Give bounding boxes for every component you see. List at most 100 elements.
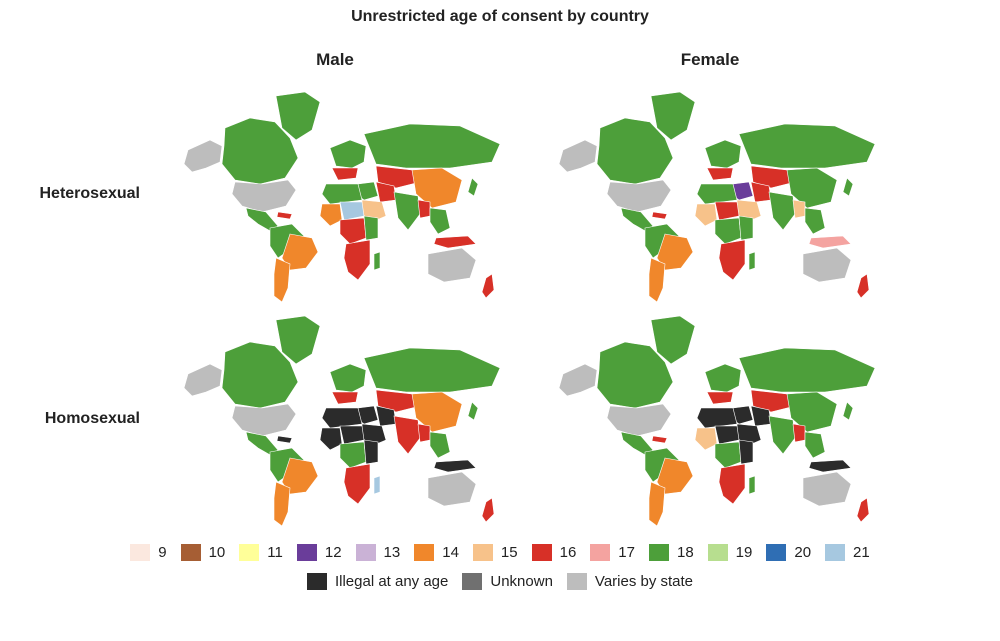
map-heterosexual-male [180, 88, 510, 308]
legend-swatch [296, 544, 317, 561]
region-usa [606, 179, 672, 213]
legend-item-14: 14 [414, 544, 459, 561]
region-brazil [656, 233, 694, 271]
region-europe-south [331, 167, 359, 181]
legend-item-16: 16 [531, 544, 577, 561]
map-heterosexual-female [555, 88, 885, 308]
region-east-africa [363, 439, 379, 465]
legend-item-unknown: Unknown [462, 573, 553, 590]
legend-label: 9 [158, 544, 167, 561]
legend-item-18: 18 [648, 544, 694, 561]
region-japan [467, 177, 479, 197]
region-south-asia [768, 415, 796, 455]
region-madagascar [373, 475, 381, 495]
legend-label: 16 [559, 544, 577, 561]
region-madagascar [748, 251, 756, 271]
region-caribbean [276, 435, 293, 444]
region-russia [738, 347, 876, 393]
legend-label: 18 [676, 544, 694, 561]
legend-swatch [355, 544, 376, 561]
region-australia [427, 247, 477, 283]
map-homosexual-male [180, 312, 510, 532]
region-southern-africa [343, 463, 371, 505]
region-central-africa [714, 441, 742, 469]
world-map-svg [183, 315, 501, 527]
region-south-asia [393, 191, 421, 231]
region-china [411, 391, 463, 433]
region-brazil [281, 233, 319, 271]
region-caribbean [651, 435, 668, 444]
legend-label: 11 [267, 544, 283, 561]
region-central-africa [339, 441, 367, 469]
region-japan [842, 177, 854, 197]
legend-swatch [531, 544, 552, 561]
legend-swatch [130, 544, 151, 561]
region-europe [329, 139, 367, 169]
region-europe [704, 139, 742, 169]
legend-status: Illegal at any age Unknown Varies by state [0, 573, 1000, 590]
region-west-africa [319, 203, 343, 227]
region-new-zealand [856, 497, 870, 523]
region-central-asia [750, 389, 796, 413]
region-canada [596, 117, 674, 185]
region-north-africa [696, 183, 738, 205]
region-southern-africa [343, 239, 371, 281]
region-madagascar [748, 475, 756, 495]
region-india-east [417, 423, 431, 443]
legend-item-20: 20 [766, 544, 811, 561]
region-australia [427, 471, 477, 507]
region-china [786, 167, 838, 209]
legend-swatch [414, 544, 435, 561]
region-sahel [714, 425, 740, 445]
map-homosexual-female [555, 312, 885, 532]
region-southern-africa [718, 239, 746, 281]
region-japan [842, 401, 854, 421]
legend-swatch [566, 573, 587, 590]
legend-item-21: 21 [825, 544, 870, 561]
legend-item-12: 12 [296, 544, 342, 561]
legend-swatch [462, 573, 483, 590]
region-alaska [558, 139, 598, 173]
legend-swatch [825, 544, 846, 561]
region-china [786, 391, 838, 433]
region-central-asia [375, 389, 421, 413]
region-sahel [339, 425, 365, 445]
legend-label: 12 [324, 544, 342, 561]
region-europe-south [706, 391, 734, 405]
region-east-africa [363, 215, 379, 241]
legend-label: 10 [208, 544, 226, 561]
region-india-east [792, 199, 806, 219]
region-alaska [183, 363, 223, 397]
legend-swatch [707, 544, 728, 561]
legend-item-13: 13 [355, 544, 400, 561]
region-north-africa [321, 183, 363, 205]
region-west-africa [694, 203, 718, 227]
region-west-africa [319, 427, 343, 451]
legend-label: Illegal at any age [334, 573, 449, 590]
legend-swatch [590, 544, 611, 561]
region-australia [802, 471, 852, 507]
world-map-svg [183, 91, 501, 303]
legend-item-11: 11 [239, 544, 283, 561]
region-southeast-asia [804, 207, 826, 235]
legend-item-17: 17 [590, 544, 635, 561]
legend-swatch [648, 544, 669, 561]
legend-label: 15 [500, 544, 518, 561]
region-southeast-asia [429, 431, 451, 459]
region-australia [802, 247, 852, 283]
region-europe-south [706, 167, 734, 181]
legend-swatch [180, 544, 201, 561]
legend-swatch [306, 573, 327, 590]
region-russia [363, 123, 501, 169]
region-caribbean [651, 211, 668, 220]
region-madagascar [373, 251, 381, 271]
legend-item-9: 9 [130, 544, 167, 561]
column-heading-female: Female [680, 50, 740, 69]
region-europe [704, 363, 742, 393]
region-southeast-asia [804, 431, 826, 459]
legend-item-15: 15 [472, 544, 518, 561]
region-north-africa [321, 407, 363, 429]
region-southern-africa [718, 463, 746, 505]
region-sahel [714, 201, 740, 221]
region-southern-cone [273, 257, 291, 303]
